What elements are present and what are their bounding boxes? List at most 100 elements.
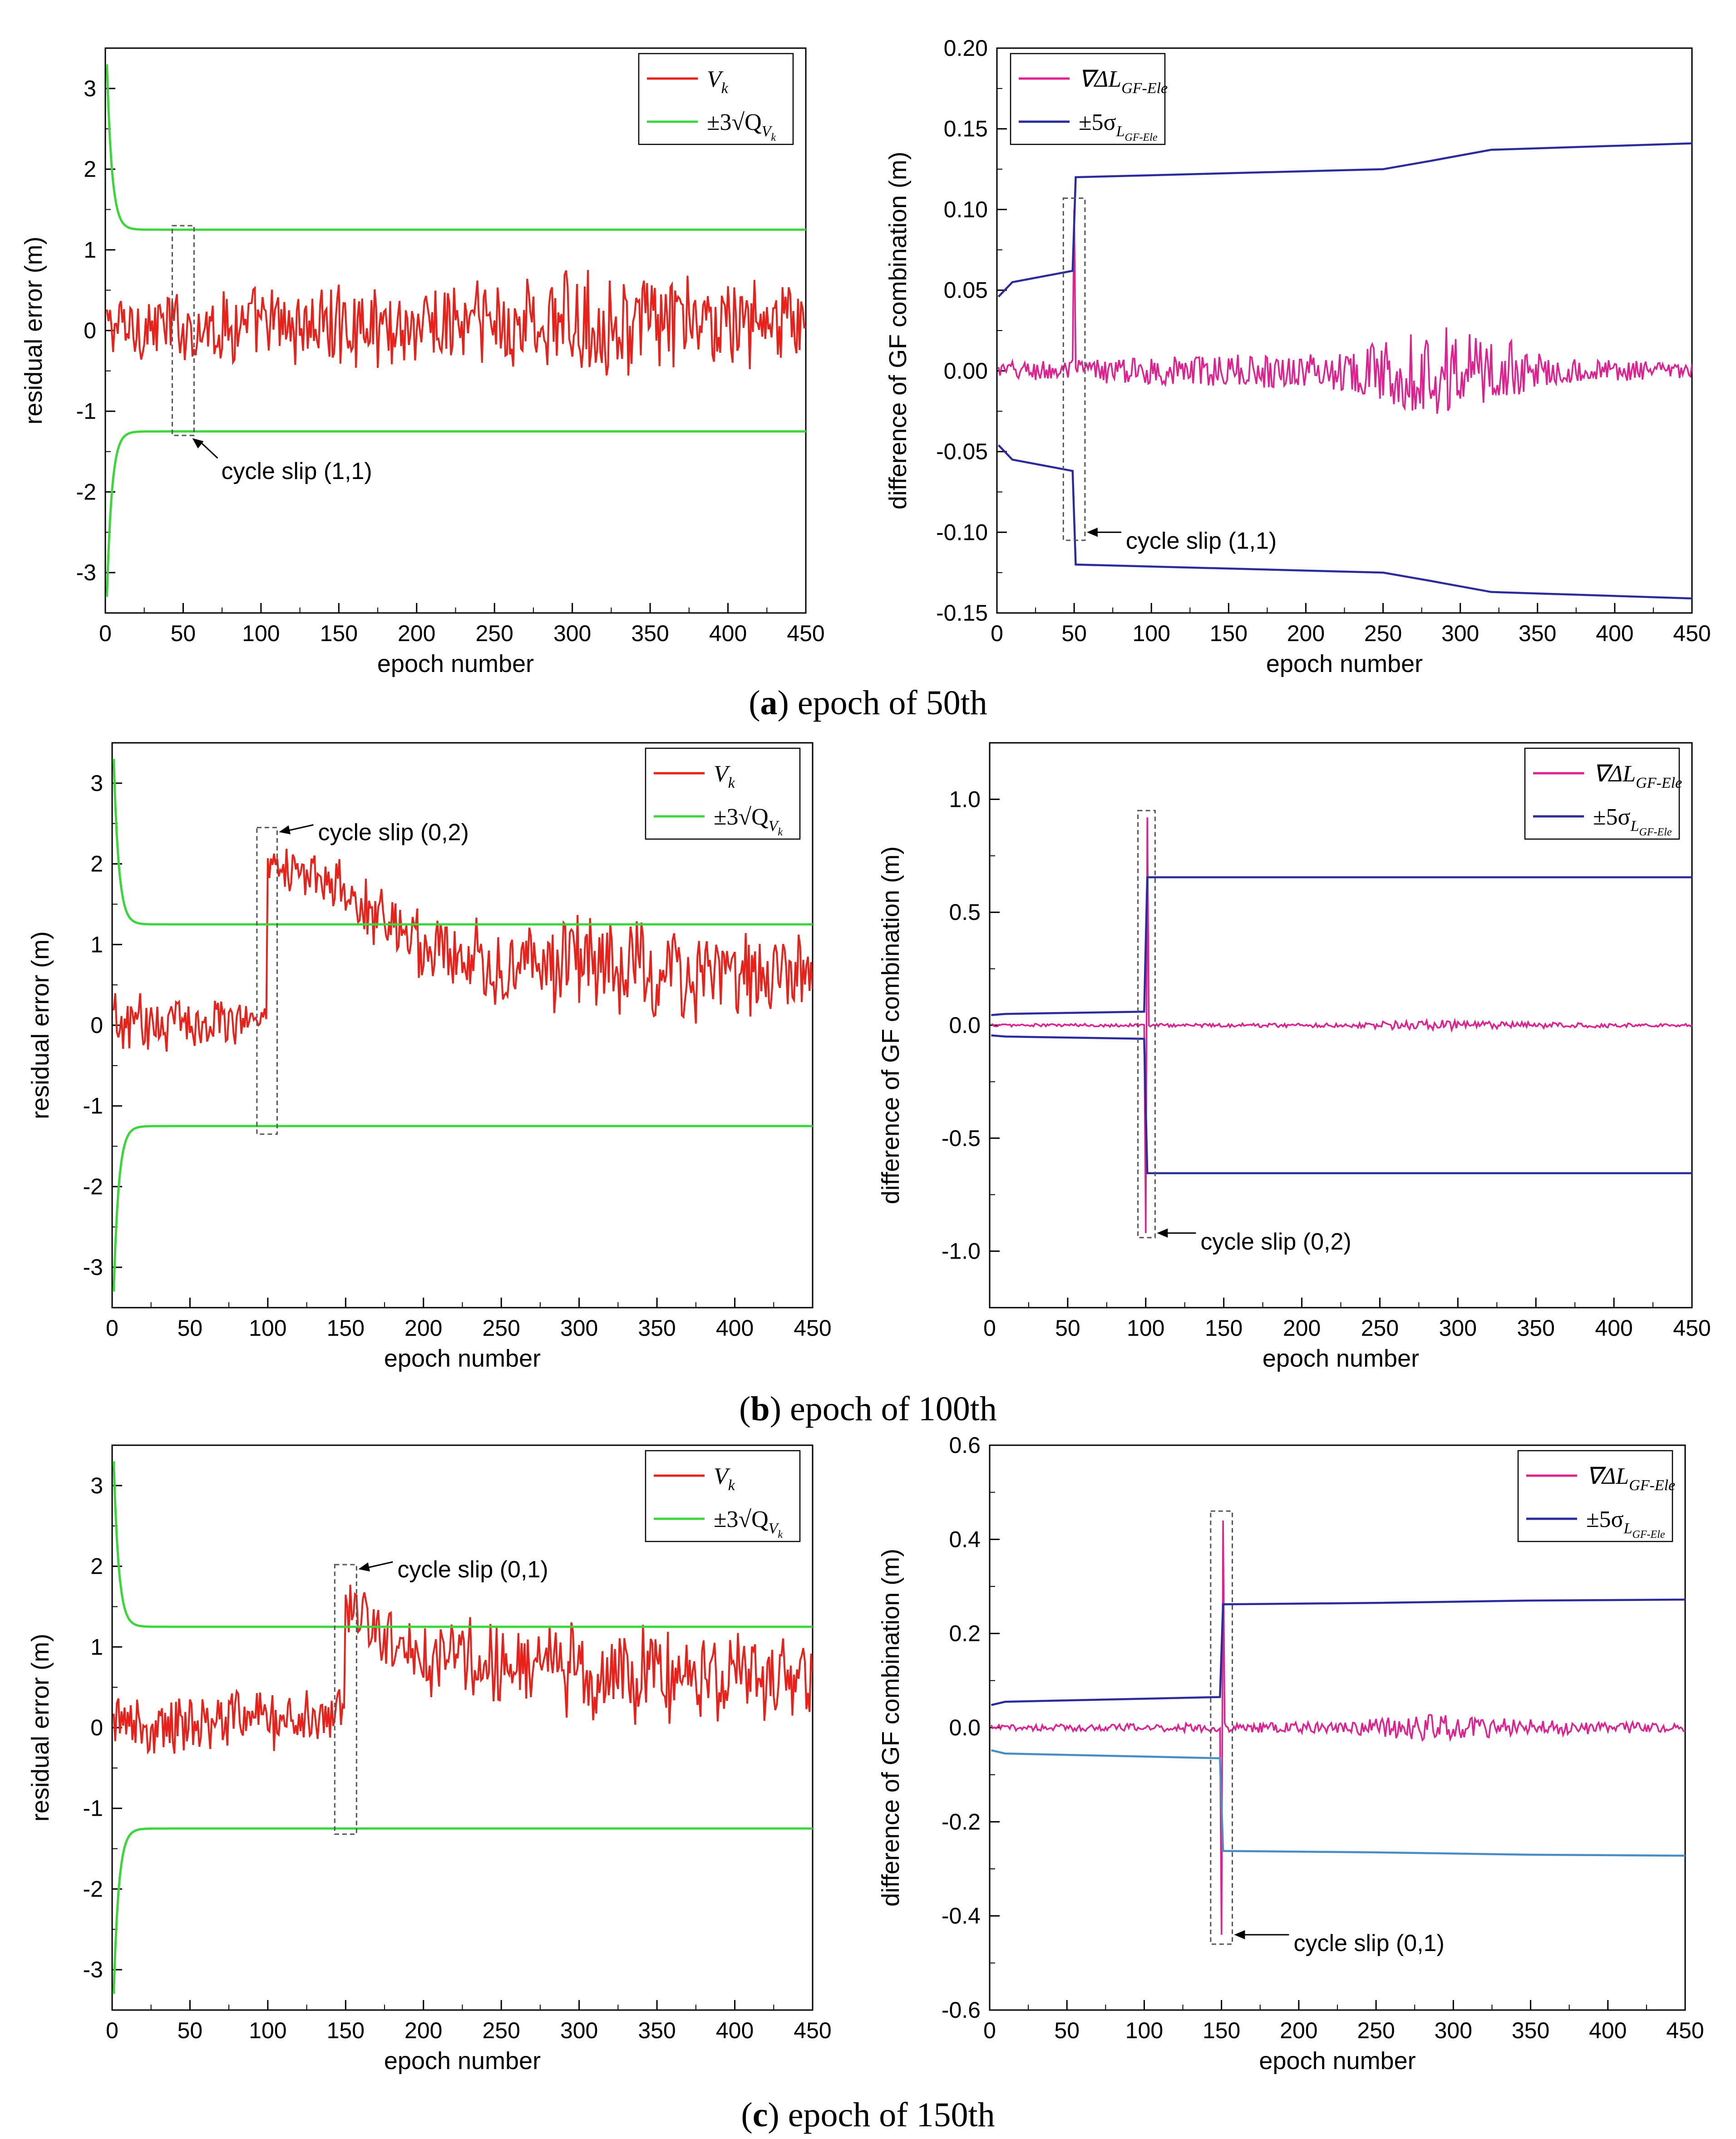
y-axis-label: difference of GF combination (m) [877,1549,904,1907]
legend-symbol: ∇ΔL [1593,761,1636,787]
y-tick-label: 2 [90,1554,103,1579]
x-tick-label: 300 [1439,1315,1477,1341]
legend-box [1010,53,1166,145]
legend-subscript: k [728,775,735,791]
y-tick-label: 2 [84,157,96,182]
x-tick-label: 300 [560,1315,598,1341]
y-tick-label: -1.0 [942,1239,981,1264]
y-tick-label: 0 [90,1013,103,1038]
legend: Vk±3√QVk [645,1450,801,1542]
x-tick-label: 300 [1441,621,1479,646]
x-axis-label: epoch number [384,2047,541,2075]
legend-label: ±3√QVk [707,109,776,143]
residual-series [113,1585,813,1755]
legend: Vk±3√QVk [645,747,801,840]
x-tick-label: 400 [1595,1315,1632,1341]
y-tick-label: 3 [84,76,96,101]
legend-label: ±3√QVk [714,804,783,838]
sigma-threshold-lower [991,1034,1692,1175]
x-tick-label: 100 [1133,621,1170,646]
x-tick-label: 50 [1061,621,1087,646]
x-tick-label: 400 [716,1315,754,1341]
annotation-arrow-head [358,1562,370,1571]
y-tick-label: 0.4 [949,1526,981,1552]
cycle-slip-box [1137,810,1156,1239]
x-axis-label: epoch number [1266,650,1423,677]
x-tick-label: 50 [1055,1315,1080,1341]
legend-subsubscript: GF-Ele [1125,132,1158,143]
cycle-slip-label: cycle slip (0,2) [318,820,469,846]
caption-a-letter: a [760,684,778,722]
x-tick-label: 400 [1596,621,1633,646]
x-tick-label: 300 [560,2018,598,2043]
x-tick-label: 150 [1203,2018,1240,2043]
x-tick-label: 450 [1666,2018,1704,2043]
x-tick-label: 150 [1210,621,1248,646]
x-tick-label: 100 [1125,2018,1163,2043]
x-tick-label: 100 [249,1315,286,1341]
x-tick-label: 150 [1205,1315,1243,1341]
y-tick-label: -2 [83,1876,103,1902]
y-tick-label: 0.10 [944,197,988,222]
sigma-threshold-upper [991,1598,1685,1706]
x-tick-label: 350 [1517,1315,1555,1341]
x-tick-label: 350 [1512,2018,1549,2043]
x-tick-label: 450 [1673,621,1711,646]
x-axis-label: epoch number [1259,2047,1415,2075]
legend-symbol: ±3√Q [714,804,769,830]
x-tick-label: 450 [794,2018,831,2043]
envelope-lower [112,1827,813,1994]
y-tick-label: 3 [90,1473,103,1498]
cycle-slip-label: cycle slip (1,1) [221,458,372,484]
x-tick-label: 100 [249,2018,286,2043]
legend: ∇ΔLGF-Ele±5σLGF-Ele [1524,747,1682,840]
y-tick-label: 0.2 [949,1621,981,1646]
y-tick-label: -3 [83,1255,103,1280]
legend-subsubscript: k [778,1529,783,1541]
x-tick-label: 400 [709,621,747,646]
x-tick-label: 50 [178,1315,203,1341]
legend-subscript: L [1116,123,1125,140]
y-tick-label: 0.0 [949,1715,981,1740]
legend-label: ±5σLGF-Ele [1586,1507,1665,1541]
cycle-slip-box [1062,198,1086,541]
y-tick-label: 3 [90,771,103,796]
legend-symbol: V [714,1463,730,1489]
y-tick-label: -3 [83,1957,103,1982]
y-tick-label: 0.15 [944,116,988,142]
envelope-upper [105,64,806,231]
y-tick-label: -0.6 [942,1997,981,2023]
caption-c-text: ) epoch of 150th [768,2096,995,2134]
envelope-upper [112,759,813,926]
caption-b: (b) epoch of 100th [739,1390,997,1428]
legend-subsubscript: GF-Ele [1632,1529,1665,1541]
legend-box [1517,1450,1673,1542]
x-tick-label: 50 [171,621,196,646]
legend-subscript: k [721,80,729,97]
legend-subscript: L [1630,818,1639,835]
legend: Vk±3√QVk [638,53,794,145]
plot-area [990,1520,1685,1935]
x-tick-label: 400 [716,2018,754,2043]
cycle-slip-box [334,1564,357,1835]
legend-subsubscript: GF-Ele [1639,826,1672,838]
legend-label: ∇ΔLGF-Ele [1079,66,1168,97]
x-tick-label: 200 [398,621,435,646]
x-tick-label: 100 [242,621,280,646]
chart-c-left: 0 50 100 150 200 250 300 350 400 450 -3 -2 -1 0 1 2 3 epo… [27,1444,832,2075]
plot-area [105,64,806,597]
cycle-slip-label: cycle slip (0,1) [1293,1930,1444,1956]
x-tick-label: 450 [1673,1315,1711,1341]
x-tick-label: 100 [1127,1315,1164,1341]
sigma-threshold-lower [991,1749,1685,1857]
x-tick-label: 200 [404,1315,442,1341]
y-tick-label: 0 [84,318,96,343]
x-tick-label: 0 [106,2018,118,2043]
gf-difference-series [997,209,1692,414]
y-tick-label: 1 [90,1634,103,1660]
legend-label: ∇ΔLGF-Ele [1586,1463,1675,1494]
y-tick-label: -1 [76,399,96,424]
legend-box [645,1450,801,1542]
y-tick-label: -0.4 [942,1903,981,1929]
chart-b-right: 0 50 100 150 200 250 300 350 400 450 -1.0 -0.5 0.0 0.… [877,742,1711,1372]
